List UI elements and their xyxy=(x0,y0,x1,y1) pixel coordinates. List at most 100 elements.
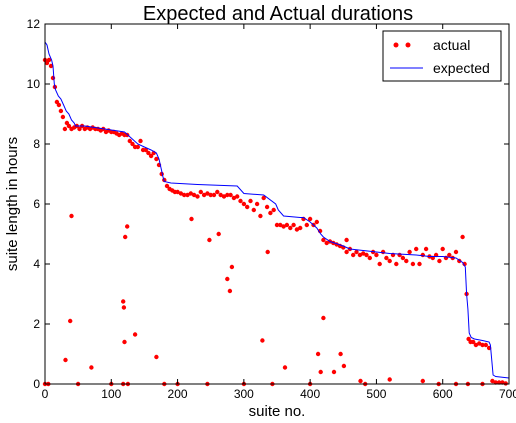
actual-point xyxy=(361,251,366,256)
expected-series-line xyxy=(44,41,510,379)
actual-point xyxy=(344,237,349,243)
x-tick-label: 600 xyxy=(433,387,453,401)
y-tick-label: 2 xyxy=(33,317,40,331)
actual-point xyxy=(324,240,329,246)
actual-point xyxy=(410,261,416,267)
actual-point xyxy=(440,246,445,252)
actual-point xyxy=(164,183,170,189)
actual-point xyxy=(304,222,309,228)
actual-point xyxy=(58,108,64,114)
actual-point xyxy=(238,198,243,204)
y-tick-label: 0 xyxy=(33,377,40,391)
actual-point xyxy=(294,227,300,232)
actual-point xyxy=(331,369,337,375)
actual-point xyxy=(490,378,495,384)
actual-point xyxy=(315,351,321,357)
actual-point xyxy=(460,234,465,240)
actual-point xyxy=(121,305,127,310)
actual-point xyxy=(258,213,263,219)
y-axis-label: suite length in hours xyxy=(4,137,21,271)
actual-point xyxy=(462,261,467,267)
actual-point xyxy=(265,249,270,255)
actual-point xyxy=(480,342,485,348)
actual-point xyxy=(241,201,247,207)
actual-point xyxy=(245,204,250,210)
legend-actual-marker xyxy=(405,42,411,48)
actual-point xyxy=(228,192,233,198)
actual-point xyxy=(191,192,197,198)
actual-point xyxy=(338,351,343,357)
legend: actual expected xyxy=(382,30,502,82)
actual-point xyxy=(235,194,240,199)
actual-point xyxy=(281,224,286,229)
actual-point xyxy=(483,342,488,348)
actual-point xyxy=(215,189,220,195)
actual-point xyxy=(274,222,280,228)
actual-point xyxy=(477,341,482,346)
actual-point xyxy=(407,249,412,255)
actual-point xyxy=(261,195,266,201)
actual-point xyxy=(148,153,154,159)
legend-actual-marker xyxy=(393,42,399,48)
actual-point xyxy=(374,252,379,258)
actual-point xyxy=(341,363,347,369)
actual-point xyxy=(251,207,256,213)
actual-point xyxy=(227,288,233,294)
actual-point xyxy=(417,261,422,267)
actual-point xyxy=(397,252,402,258)
actual-point xyxy=(216,231,221,237)
actual-point xyxy=(453,249,459,255)
actual-point xyxy=(307,216,313,222)
actual-point xyxy=(503,381,508,386)
x-tick-label: 700 xyxy=(499,387,516,401)
actual-point xyxy=(125,224,130,229)
actual-point xyxy=(423,246,429,252)
actual-point xyxy=(437,258,442,264)
actual-point xyxy=(89,365,94,370)
actual-point xyxy=(50,75,56,81)
actual-point xyxy=(282,365,288,370)
actual-point xyxy=(321,237,326,243)
actual-point xyxy=(298,225,303,231)
actual-point xyxy=(271,207,276,213)
legend-actual-label: actual xyxy=(433,37,470,53)
actual-point xyxy=(354,249,359,255)
actual-point xyxy=(344,249,349,255)
actual-point xyxy=(404,258,409,264)
actual-point xyxy=(225,192,230,198)
actual-point xyxy=(314,219,319,225)
actual-point xyxy=(357,252,363,258)
actual-point xyxy=(198,189,203,195)
actual-point xyxy=(291,222,296,228)
actual-point xyxy=(178,191,184,196)
legend-box xyxy=(382,30,502,82)
actual-point xyxy=(201,192,207,198)
actual-point xyxy=(130,141,135,147)
x-tick-label: 300 xyxy=(234,387,254,401)
actual-point xyxy=(208,192,213,198)
actual-point xyxy=(254,201,260,207)
actual-point xyxy=(68,318,73,324)
actual-point xyxy=(473,342,479,348)
actual-point xyxy=(123,234,128,240)
actual-point xyxy=(182,192,187,198)
actual-point xyxy=(185,192,190,198)
actual-point xyxy=(358,378,363,384)
actual-point xyxy=(351,252,356,258)
x-axis-label: suite no. xyxy=(249,403,306,420)
actual-series xyxy=(42,57,508,387)
actual-point xyxy=(218,192,223,198)
actual-point xyxy=(146,150,151,156)
actual-point xyxy=(420,252,425,258)
actual-point xyxy=(284,222,290,228)
y-tick-label: 12 xyxy=(27,17,41,31)
actual-point xyxy=(221,194,227,199)
actual-point xyxy=(56,102,62,108)
actual-point xyxy=(387,377,392,382)
y-tick-label: 8 xyxy=(33,137,40,151)
actual-point xyxy=(154,354,159,360)
x-tick-label: 400 xyxy=(300,387,320,401)
actual-point xyxy=(207,237,212,243)
actual-point xyxy=(205,191,210,196)
